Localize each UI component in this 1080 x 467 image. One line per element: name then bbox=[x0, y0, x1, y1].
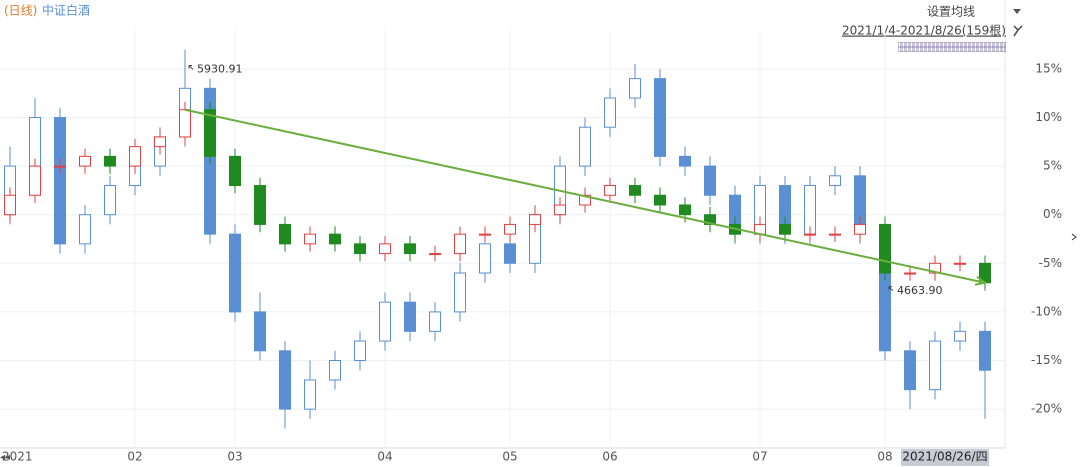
candle-body bbox=[879, 223, 891, 274]
candle-body bbox=[479, 243, 491, 274]
annotation: 4663.90 bbox=[897, 284, 943, 297]
x-tick-label: 03 bbox=[227, 450, 242, 464]
candle-body bbox=[354, 340, 366, 362]
candle-body bbox=[654, 194, 666, 206]
candle-body bbox=[54, 165, 66, 168]
x-tick-label: 08 bbox=[877, 450, 892, 464]
candle-body bbox=[204, 109, 216, 157]
candle-body bbox=[829, 175, 841, 187]
candle-body bbox=[129, 146, 141, 167]
x-tick-label: 06 bbox=[602, 450, 617, 464]
x-tick-label: 04 bbox=[377, 450, 392, 464]
candle-body bbox=[229, 155, 241, 187]
candle-body bbox=[4, 194, 16, 216]
candle-body bbox=[654, 78, 666, 157]
y-tick-label: -5% bbox=[1039, 256, 1062, 270]
candle-body bbox=[629, 185, 641, 196]
candle-body bbox=[604, 185, 616, 196]
y-tick-label: -20% bbox=[1031, 402, 1062, 416]
candle-body bbox=[504, 243, 516, 264]
candle-body bbox=[804, 233, 816, 236]
annotation: 5930.91 bbox=[197, 62, 243, 75]
y-tick-label: -10% bbox=[1031, 304, 1062, 318]
candle-body bbox=[679, 155, 691, 167]
legend-entry: 中证白酒 bbox=[42, 3, 90, 18]
candle-body bbox=[104, 155, 116, 167]
candle-body bbox=[604, 97, 616, 128]
candle-body bbox=[54, 116, 66, 245]
candle-body bbox=[329, 233, 341, 245]
candle-body bbox=[429, 253, 441, 256]
candle-body bbox=[79, 155, 91, 167]
x-tick-label: 02 bbox=[127, 450, 142, 464]
candle-body bbox=[704, 214, 716, 225]
candle-body bbox=[779, 223, 791, 235]
candle-body bbox=[329, 360, 341, 381]
candle-body bbox=[904, 272, 916, 275]
period-label: (日线) bbox=[4, 4, 37, 18]
candle-body bbox=[279, 350, 291, 410]
y-tick-label: 10% bbox=[1035, 110, 1062, 124]
candle-body bbox=[304, 233, 316, 245]
candle-body bbox=[404, 243, 416, 255]
candle-body bbox=[79, 214, 91, 245]
candle-body bbox=[454, 233, 466, 255]
candle-body bbox=[154, 136, 166, 148]
candle-body bbox=[629, 78, 641, 99]
candle-body bbox=[229, 233, 241, 313]
candle-body bbox=[979, 330, 991, 371]
candle-body bbox=[304, 379, 316, 410]
candle-body bbox=[254, 185, 266, 225]
candle-body bbox=[854, 223, 866, 235]
candle-body bbox=[554, 204, 566, 216]
candle-body bbox=[929, 340, 941, 391]
candle-body bbox=[929, 262, 941, 274]
candle-body bbox=[354, 243, 366, 255]
candle-body bbox=[179, 109, 191, 138]
ma-setting[interactable]: 设置均线 bbox=[927, 5, 975, 19]
dropdown-arrow[interactable] bbox=[1013, 9, 1021, 14]
y-tick-label: -15% bbox=[1031, 353, 1062, 367]
y-tick-label: 5% bbox=[1043, 159, 1062, 173]
candle-body bbox=[429, 311, 441, 332]
nav-arrows[interactable]: ◂◂ bbox=[0, 452, 10, 463]
y-tick-label: 15% bbox=[1035, 61, 1062, 75]
pin-icon[interactable] bbox=[1013, 25, 1023, 37]
y-tick-label: 0% bbox=[1043, 207, 1062, 221]
annotation-arrow bbox=[888, 286, 894, 292]
candle-body bbox=[829, 233, 841, 236]
annotation-arrow bbox=[188, 64, 194, 70]
candle-body bbox=[404, 301, 416, 332]
candle-body bbox=[279, 223, 291, 245]
candle-body bbox=[954, 262, 966, 265]
pattern-bar bbox=[898, 42, 1006, 52]
candle-body bbox=[504, 223, 516, 235]
candle-body bbox=[254, 311, 266, 352]
candle-body bbox=[29, 165, 41, 196]
candle-body bbox=[479, 233, 491, 236]
candle-body bbox=[379, 301, 391, 342]
x-tick-label: 2021/08/26/四 bbox=[902, 450, 987, 464]
candle-body bbox=[904, 350, 916, 391]
range-label[interactable]: 2021/1/4-2021/8/26(159根) bbox=[842, 24, 1006, 38]
x-tick-label: 07 bbox=[752, 450, 767, 464]
x-tick-label: 05 bbox=[502, 450, 517, 464]
scroll-arrow[interactable] bbox=[1071, 233, 1077, 241]
candle-body bbox=[454, 272, 466, 313]
cursor-label-box bbox=[901, 449, 989, 466]
trend-arrow bbox=[974, 275, 988, 286]
x-tick-label: 2021 bbox=[2, 450, 33, 464]
candle-body bbox=[954, 330, 966, 342]
candle-body bbox=[104, 185, 116, 216]
candle-body bbox=[529, 214, 541, 225]
candle-body bbox=[679, 204, 691, 216]
trend-line bbox=[184, 108, 986, 284]
candle-body bbox=[379, 243, 391, 255]
candle-body bbox=[704, 165, 716, 196]
candle-body bbox=[579, 126, 591, 167]
